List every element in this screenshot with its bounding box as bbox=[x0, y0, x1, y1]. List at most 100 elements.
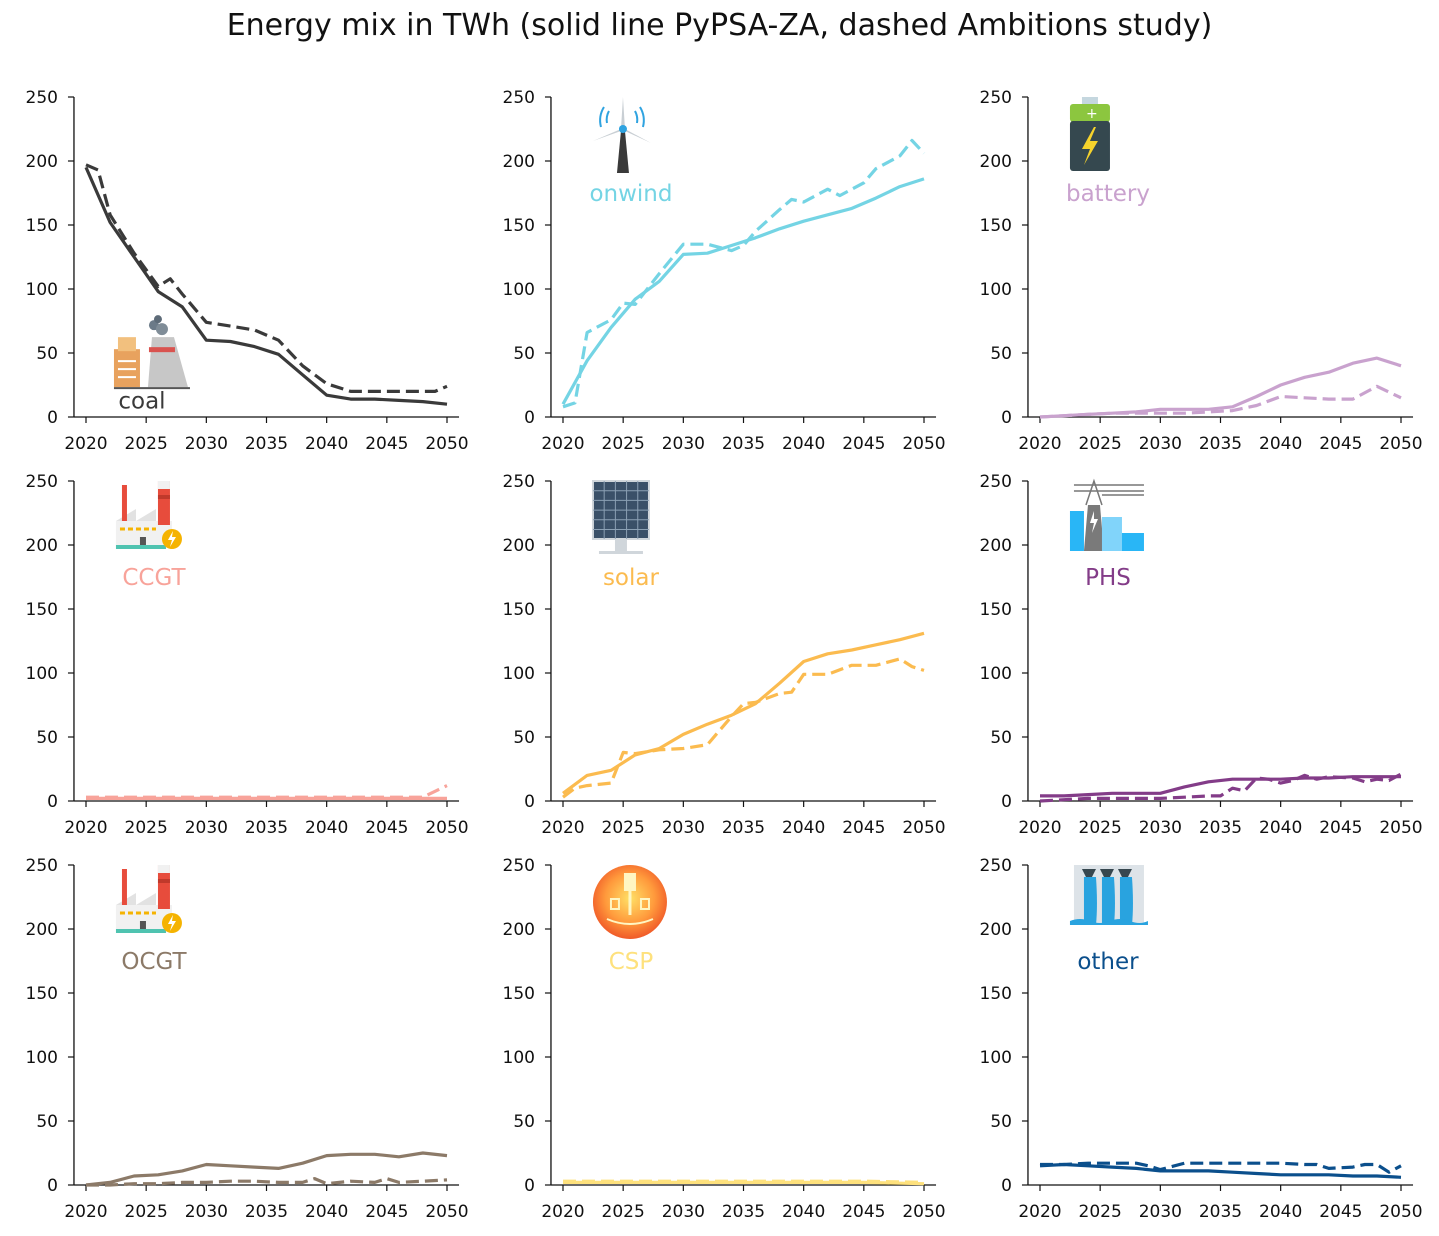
coal-solid-line bbox=[84, 166, 448, 406]
y-tick-label: 200 bbox=[503, 536, 535, 556]
x-tick-label: 2040 bbox=[305, 434, 348, 454]
x-tick-label: 2045 bbox=[842, 434, 885, 454]
x-tick-label: 2035 bbox=[245, 434, 288, 454]
x-tick-label: 2050 bbox=[425, 434, 468, 454]
x-tick-label: 2050 bbox=[1379, 434, 1422, 454]
subplot-onwind: 0 50 100 150 200 250 2020 2025 2030 2035 2040 2045 2… bbox=[503, 88, 946, 454]
subplot-other: 0 50 100 150 200 250 2020 2025 2030 2035 2040 2045 2… bbox=[980, 856, 1423, 1222]
x-tick-label: 2030 bbox=[1139, 434, 1182, 454]
x-tick-label: 2020 bbox=[1018, 818, 1061, 838]
y-tick-label: 250 bbox=[26, 856, 58, 876]
x-tick-label: 2045 bbox=[842, 1202, 885, 1222]
y-tick-label: 250 bbox=[980, 472, 1012, 492]
y-tick-label: 0 bbox=[47, 1176, 58, 1196]
x-tick-label: 2030 bbox=[185, 1202, 228, 1222]
other-solid-line bbox=[1039, 1162, 1402, 1179]
x-tick-label: 2025 bbox=[125, 434, 168, 454]
y-tick-label: 250 bbox=[26, 472, 58, 492]
x-tick-label: 2040 bbox=[1259, 818, 1302, 838]
x-tick-label: 2045 bbox=[842, 818, 885, 838]
x-tick-label: 2030 bbox=[185, 434, 228, 454]
x-tick-label: 2040 bbox=[305, 818, 348, 838]
x-tick-label: 2045 bbox=[1319, 818, 1362, 838]
y-tick-label: 100 bbox=[26, 280, 58, 300]
y-tick-label: 250 bbox=[980, 88, 1012, 108]
ccgt-dashed-line bbox=[86, 784, 448, 799]
x-tick-label: 2050 bbox=[902, 818, 945, 838]
x-tick-label: 2045 bbox=[1319, 434, 1362, 454]
y-tick-label: 100 bbox=[26, 1048, 58, 1068]
y-tick-label: 100 bbox=[26, 664, 58, 684]
x-tick-label: 2025 bbox=[602, 1202, 645, 1222]
y-tick-label: 150 bbox=[26, 984, 58, 1004]
tech-label: PHS bbox=[1085, 565, 1131, 591]
subplot-csp: 0 50 100 150 200 250 2020 2025 2030 2035 2040 2045 2… bbox=[503, 856, 946, 1222]
x-tick-label: 2035 bbox=[722, 818, 765, 838]
y-tick-label: 150 bbox=[980, 216, 1012, 236]
x-tick-label: 2040 bbox=[1259, 1202, 1302, 1222]
ocgt-solid-line bbox=[85, 1151, 448, 1187]
y-tick-label: 0 bbox=[1001, 408, 1012, 428]
x-tick-label: 2035 bbox=[1199, 1202, 1242, 1222]
x-tick-label: 2030 bbox=[662, 434, 705, 454]
x-tick-label: 2020 bbox=[64, 434, 107, 454]
csp-dashed-line bbox=[563, 1179, 925, 1184]
y-tick-label: 100 bbox=[503, 1048, 535, 1068]
y-tick-label: 200 bbox=[503, 920, 535, 940]
other-dashed-line bbox=[1040, 1161, 1402, 1174]
y-tick-label: 250 bbox=[503, 472, 535, 492]
y-tick-label: 50 bbox=[513, 728, 535, 748]
x-tick-label: 2030 bbox=[662, 1202, 705, 1222]
y-tick-label: 200 bbox=[980, 152, 1012, 172]
x-tick-label: 2020 bbox=[1018, 1202, 1061, 1222]
y-tick-label: 200 bbox=[980, 536, 1012, 556]
x-tick-label: 2035 bbox=[722, 434, 765, 454]
coal-dashed-line bbox=[85, 163, 448, 393]
subplot-phs: 0 50 100 150 200 250 2020 2025 2030 2035 2040 2045 2… bbox=[980, 472, 1423, 838]
x-tick-label: 2020 bbox=[64, 818, 107, 838]
subplot-battery: 0 50 100 150 200 250 2020 2025 2030 2035 2040 2045 2… bbox=[980, 88, 1423, 454]
x-tick-label: 2030 bbox=[662, 818, 705, 838]
pumped-hydro-icon bbox=[1069, 478, 1144, 551]
y-tick-label: 0 bbox=[524, 1176, 535, 1196]
x-tick-label: 2040 bbox=[1259, 434, 1302, 454]
x-tick-label: 2035 bbox=[1199, 434, 1242, 454]
y-tick-label: 200 bbox=[26, 536, 58, 556]
y-tick-label: 250 bbox=[503, 88, 535, 108]
subplot-ocgt: 0 50 100 150 200 250 2020 2025 2030 2035 2040 2045 2… bbox=[26, 856, 469, 1222]
y-tick-label: 100 bbox=[503, 664, 535, 684]
y-tick-label: 150 bbox=[26, 600, 58, 620]
x-tick-label: 2025 bbox=[1079, 818, 1122, 838]
x-tick-label: 2035 bbox=[1199, 818, 1242, 838]
y-tick-label: 150 bbox=[980, 600, 1012, 620]
y-tick-label: 150 bbox=[26, 216, 58, 236]
x-tick-label: 2050 bbox=[902, 1202, 945, 1222]
x-tick-label: 2025 bbox=[1079, 1202, 1122, 1222]
x-tick-label: 2045 bbox=[1319, 1202, 1362, 1222]
x-tick-label: 2025 bbox=[1079, 434, 1122, 454]
onwind-solid-line bbox=[561, 177, 925, 405]
x-tick-label: 2040 bbox=[782, 1202, 825, 1222]
tech-label: solar bbox=[603, 565, 660, 591]
y-tick-label: 150 bbox=[503, 600, 535, 620]
y-tick-label: 250 bbox=[503, 856, 535, 876]
y-tick-label: 200 bbox=[503, 152, 535, 172]
y-tick-label: 0 bbox=[524, 792, 535, 812]
tech-label: onwind bbox=[589, 181, 672, 207]
coal-power-plant-icon bbox=[113, 315, 190, 390]
y-tick-label: 50 bbox=[36, 344, 58, 364]
y-tick-label: 200 bbox=[26, 920, 58, 940]
battery-icon: + bbox=[1069, 97, 1110, 171]
y-tick-label: 50 bbox=[990, 728, 1012, 748]
solar-solid-line bbox=[562, 631, 925, 795]
phs-dashed-line bbox=[1039, 772, 1402, 803]
tech-label: battery bbox=[1066, 181, 1150, 207]
y-tick-label: 150 bbox=[980, 984, 1012, 1004]
svg-text:+: + bbox=[1086, 106, 1098, 122]
x-tick-label: 2040 bbox=[782, 434, 825, 454]
y-tick-label: 0 bbox=[524, 408, 535, 428]
y-tick-label: 0 bbox=[47, 408, 58, 428]
y-tick-label: 0 bbox=[1001, 1176, 1012, 1196]
x-tick-label: 2045 bbox=[365, 818, 408, 838]
